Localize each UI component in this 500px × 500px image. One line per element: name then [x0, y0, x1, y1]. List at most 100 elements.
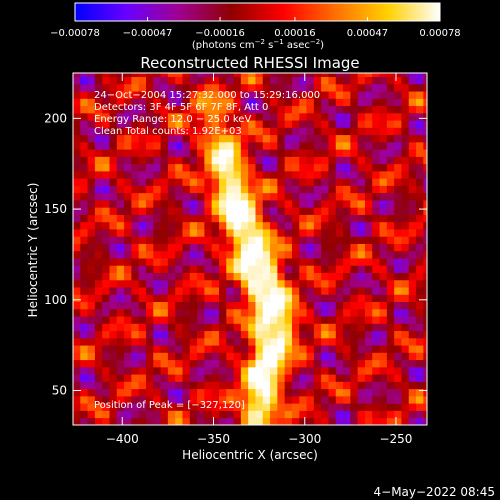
- heatmap-cell: [218, 316, 227, 324]
- heatmap-cell: [321, 316, 329, 324]
- heatmap-cell: [284, 294, 293, 303]
- heatmap-cell: [240, 272, 249, 281]
- heatmap-cell: [416, 308, 424, 317]
- heatmap-cell: [270, 207, 278, 215]
- heatmap-cell: [343, 403, 351, 411]
- heatmap-cell: [102, 229, 110, 237]
- heatmap-cell: [189, 214, 198, 223]
- heatmap-cell: [299, 258, 307, 266]
- heatmap-cell: [379, 381, 388, 390]
- heatmap-cell: [335, 359, 344, 368]
- heatmap-cell: [109, 374, 118, 382]
- heatmap-cell: [364, 207, 373, 215]
- heatmap-cell: [416, 294, 424, 303]
- heatmap-cell: [153, 98, 161, 107]
- heatmap-cell: [299, 301, 307, 310]
- heatmap-cell: [423, 83, 427, 92]
- heatmap-cell: [262, 279, 271, 288]
- heatmap-cell: [102, 381, 110, 390]
- heatmap-cell: [423, 156, 427, 165]
- heatmap-cell: [131, 141, 140, 150]
- heatmap-cell: [328, 192, 337, 201]
- heatmap-cell: [109, 134, 118, 143]
- heatmap-cell: [240, 366, 249, 375]
- heatmap-cell: [189, 76, 198, 85]
- info-line: Energy Range: 12.0 − 25.0 keV: [94, 114, 251, 125]
- heatmap-cell: [364, 178, 373, 186]
- heatmap-cell: [321, 294, 329, 303]
- heatmap-cell: [167, 236, 176, 244]
- heatmap-cell: [372, 141, 380, 150]
- heatmap-cell: [211, 229, 220, 237]
- heatmap-cell: [182, 294, 191, 303]
- heatmap-cell: [379, 352, 388, 361]
- heatmap-cell: [423, 265, 427, 273]
- heatmap-cell: [386, 134, 395, 143]
- heatmap-cell: [394, 112, 402, 121]
- heatmap-cell: [313, 410, 322, 419]
- heatmap-cell: [138, 359, 147, 368]
- heatmap-cell: [416, 207, 424, 215]
- heatmap-cell: [87, 345, 96, 353]
- heatmap-cell: [189, 192, 198, 201]
- heatmap-cell: [124, 134, 132, 143]
- heatmap-cell: [394, 156, 402, 165]
- heatmap-cell: [321, 250, 329, 259]
- heatmap-cell: [270, 323, 278, 332]
- heatmap-cell: [306, 337, 315, 346]
- heatmap-cell: [145, 243, 154, 252]
- heatmap-cell: [277, 170, 286, 179]
- heatmap-cell: [291, 287, 300, 295]
- heatmap-cell: [218, 156, 227, 165]
- heatmap-cell: [277, 345, 286, 353]
- heatmap-cell: [233, 395, 242, 404]
- heatmap-cell: [160, 388, 169, 397]
- heatmap-cell: [116, 91, 125, 99]
- heatmap-cell: [416, 192, 424, 201]
- heatmap-cell: [145, 163, 154, 172]
- heatmap-cell: [109, 149, 118, 157]
- heatmap-cell: [218, 323, 227, 332]
- heatmap-cell: [423, 120, 427, 128]
- heatmap-cell: [204, 156, 213, 165]
- heatmap-cell: [197, 134, 205, 143]
- heatmap-cell: [94, 250, 103, 259]
- heatmap-cell: [291, 156, 300, 165]
- heatmap-cell: [262, 76, 271, 85]
- heatmap-cell: [102, 308, 110, 317]
- heatmap-cell: [189, 91, 198, 99]
- heatmap-cell: [357, 374, 366, 382]
- heatmap-cell: [153, 381, 161, 390]
- heatmap-cell: [364, 76, 373, 85]
- heatmap-cell: [87, 185, 96, 194]
- heatmap-cell: [153, 359, 161, 368]
- heatmap-cell: [291, 359, 300, 368]
- heatmap-cell: [364, 250, 373, 259]
- heatmap-cell: [364, 243, 373, 252]
- heatmap-cell: [153, 134, 161, 143]
- heatmap-cell: [335, 279, 344, 288]
- heatmap-cell: [131, 98, 140, 107]
- heatmap-cell: [131, 149, 140, 157]
- heatmap-cell: [197, 73, 205, 78]
- heatmap-cell: [189, 258, 198, 266]
- heatmap-cell: [153, 265, 161, 273]
- heatmap-cell: [343, 229, 351, 237]
- heatmap-cell: [80, 258, 88, 266]
- heatmap-cell: [270, 229, 278, 237]
- heatmap-cell: [160, 112, 169, 121]
- heatmap-cell: [73, 337, 81, 346]
- heatmap-cell: [211, 417, 220, 425]
- heatmap-cell: [167, 359, 176, 368]
- heatmap-cell: [218, 221, 227, 230]
- heatmap-cell: [299, 308, 307, 317]
- heatmap-cell: [394, 105, 402, 114]
- heatmap-cell: [379, 236, 388, 244]
- heatmap-cell: [73, 250, 81, 259]
- heatmap-cell: [379, 403, 388, 411]
- heatmap-cell: [306, 272, 315, 281]
- heatmap-cell: [124, 207, 132, 215]
- heatmap-cell: [328, 170, 337, 179]
- heatmap-cell: [211, 221, 220, 230]
- heatmap-cell: [175, 236, 183, 244]
